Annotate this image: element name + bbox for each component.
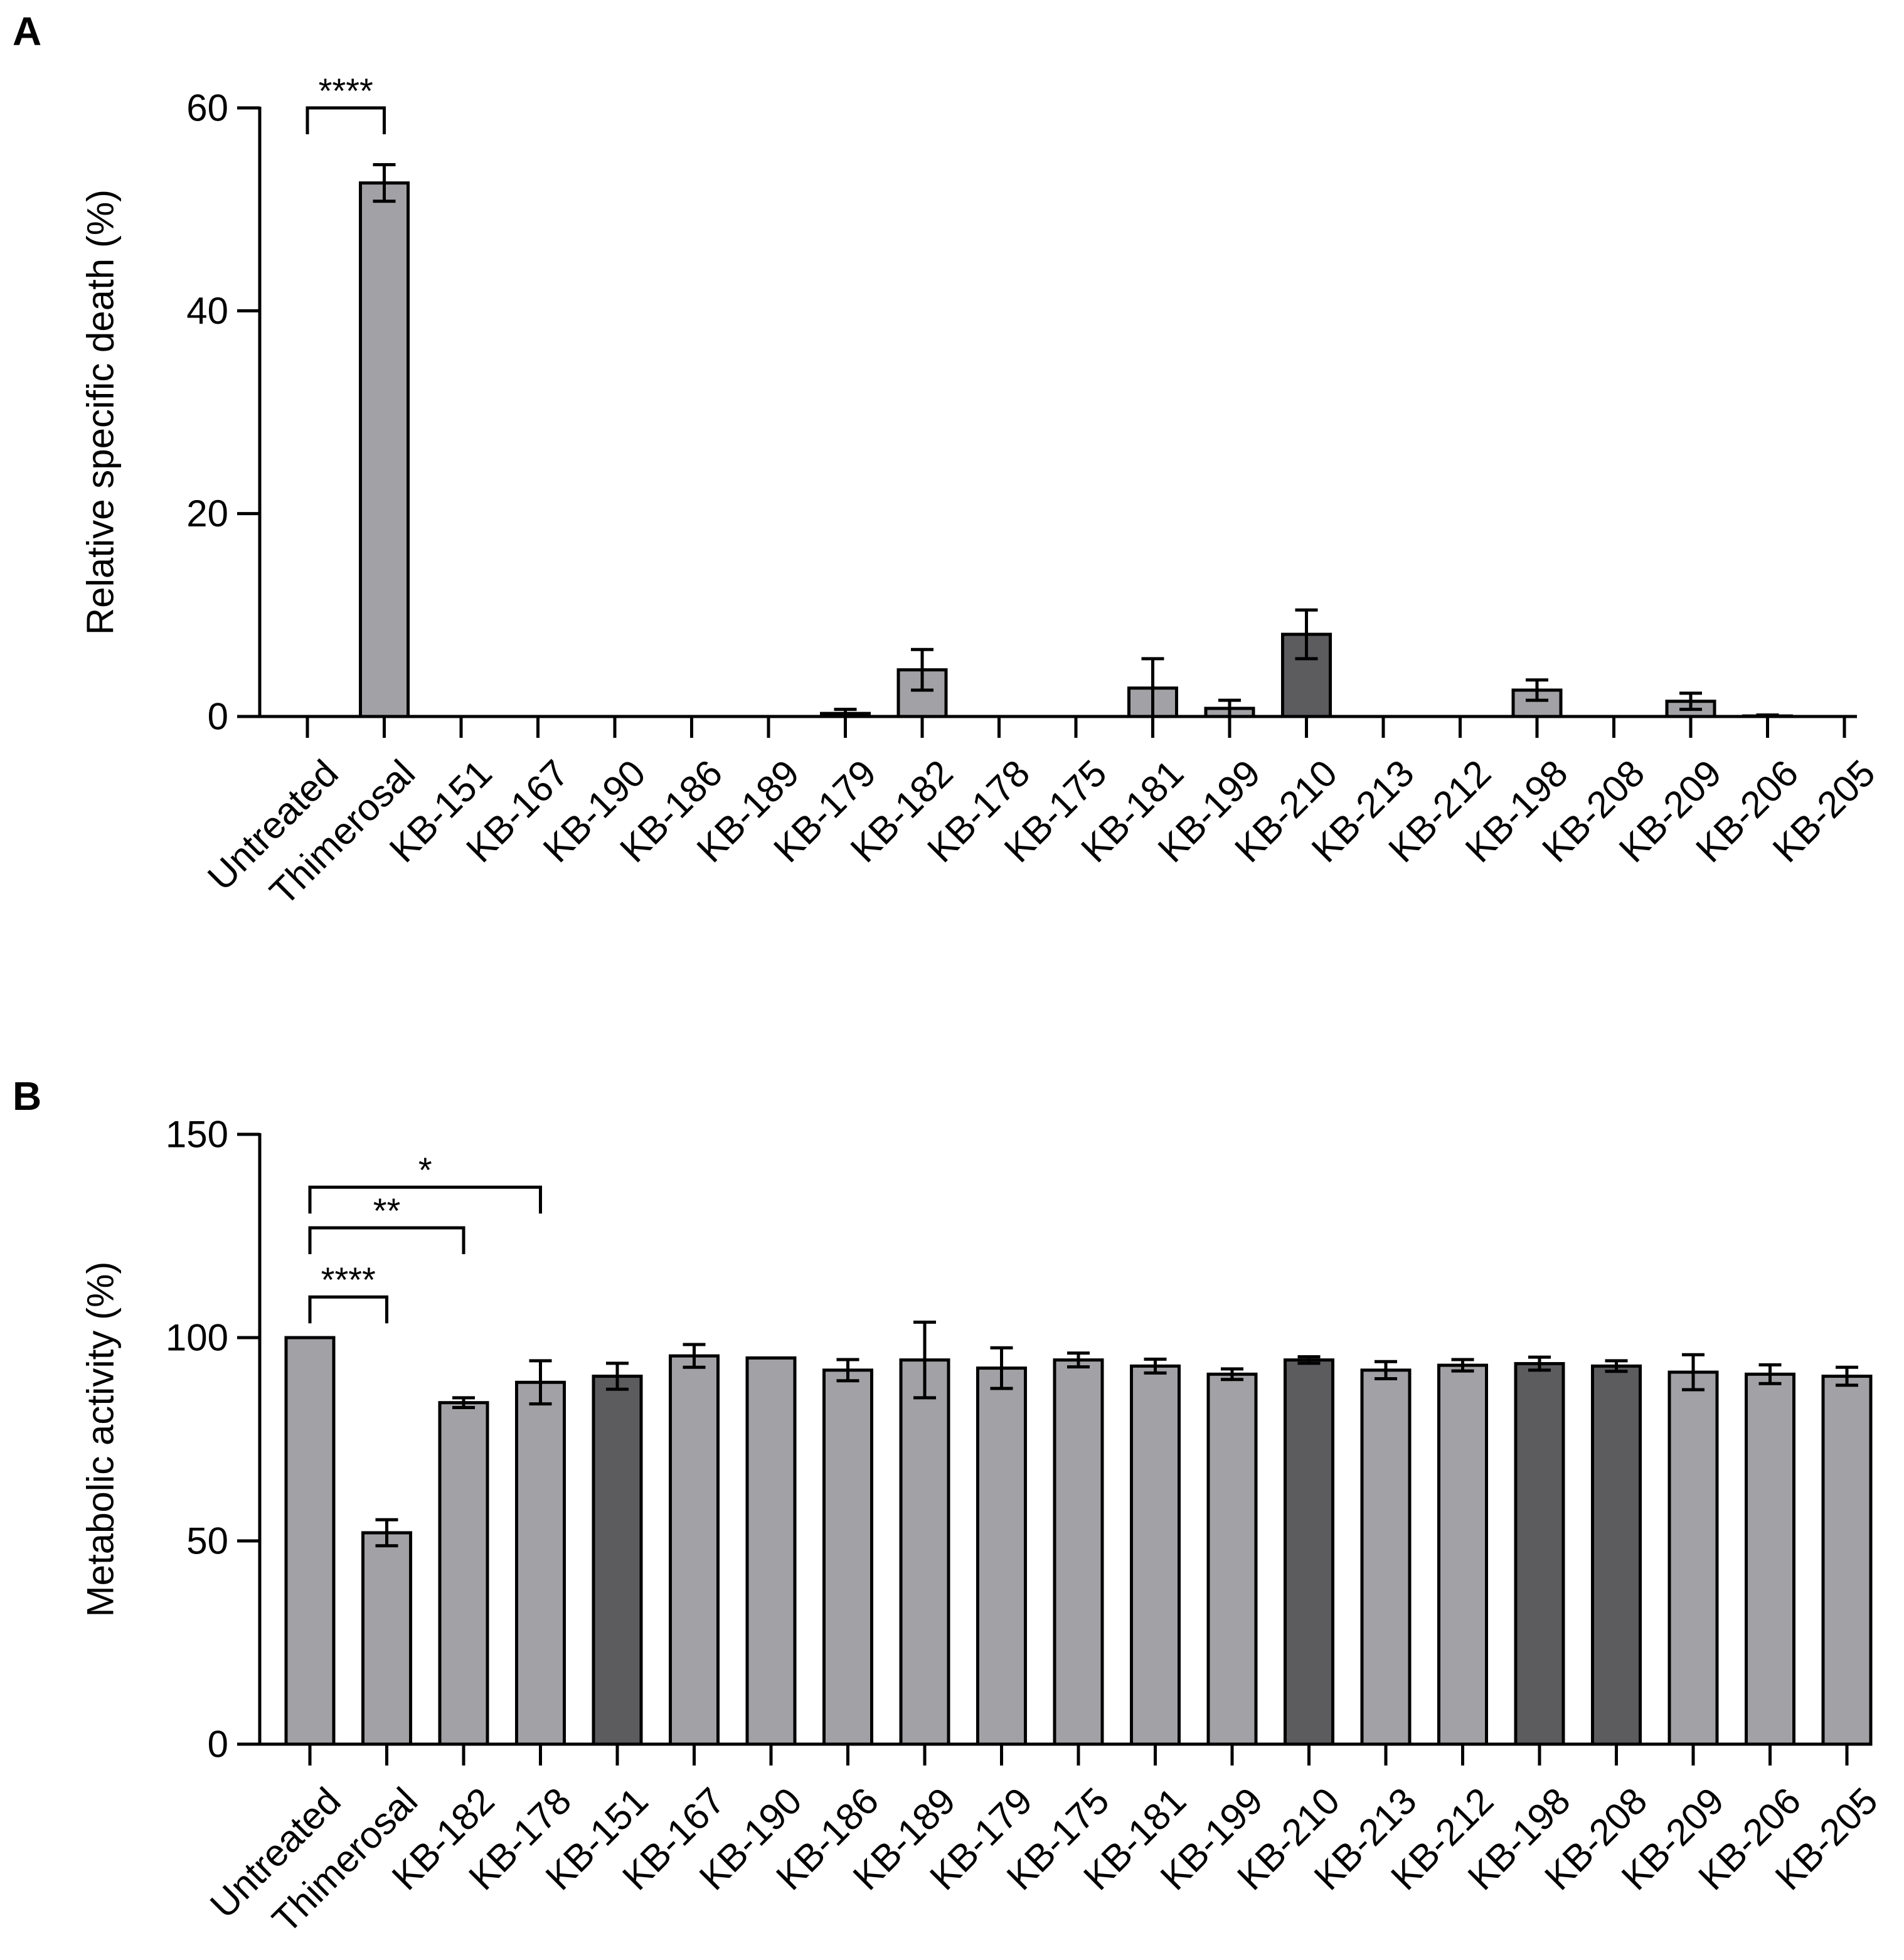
y-tick-label-b-3: 150 xyxy=(166,1114,228,1156)
bar-b-14 xyxy=(1360,1368,1412,1746)
significance-bracket-b-2 xyxy=(308,1185,542,1214)
panel-label-a: A xyxy=(13,9,42,54)
panel-label-b: B xyxy=(13,1073,42,1119)
bar-b-5 xyxy=(669,1354,720,1746)
y-tick-label-b-0: 0 xyxy=(208,1723,228,1766)
bar-b-4 xyxy=(592,1375,643,1746)
y-axis-title-a: Relative specific death (%) xyxy=(80,189,122,635)
y-tick-label-b-2: 100 xyxy=(166,1317,228,1359)
significance-label-b-1: ** xyxy=(373,1191,401,1230)
significance-label-b-2: * xyxy=(418,1150,432,1190)
y-tick-label-b-1: 50 xyxy=(186,1520,228,1562)
bar-b-11 xyxy=(1130,1364,1181,1746)
chart-a: 0204060UntreatedThimerosalKB-151KB-167KB… xyxy=(80,71,1883,913)
bar-b-13 xyxy=(1284,1358,1334,1746)
y-tick-label-a-2: 40 xyxy=(186,290,228,332)
bar-b-15 xyxy=(1437,1363,1488,1746)
chart-b: 050100150UntreatedThimerosalKB-182KB-178… xyxy=(80,1114,1886,1941)
bar-b-18 xyxy=(1667,1370,1719,1746)
bar-b-1 xyxy=(361,1531,412,1746)
bar-b-16 xyxy=(1514,1361,1565,1746)
significance-label-a-0: **** xyxy=(319,71,373,110)
y-tick-label-a-1: 20 xyxy=(186,493,228,535)
bar-b-10 xyxy=(1053,1358,1104,1746)
bar-b-20 xyxy=(1821,1375,1873,1746)
bar-b-9 xyxy=(976,1366,1027,1746)
y-axis-title-b: Metabolic activity (%) xyxy=(80,1262,122,1617)
bar-b-2 xyxy=(438,1401,489,1746)
significance-bracket-b-1 xyxy=(308,1226,465,1255)
y-tick-label-a-3: 60 xyxy=(186,87,228,129)
significance-label-b-0: **** xyxy=(321,1260,376,1299)
bar-b-19 xyxy=(1745,1372,1795,1746)
bar-b-8 xyxy=(899,1358,950,1746)
y-tick-label-a-0: 0 xyxy=(208,696,228,738)
bar-b-17 xyxy=(1591,1364,1642,1746)
bar-b-0 xyxy=(284,1336,336,1746)
bar-b-6 xyxy=(745,1356,797,1746)
bar-b-12 xyxy=(1206,1372,1258,1746)
bar-b-3 xyxy=(515,1380,566,1746)
bar-a-1 xyxy=(359,181,410,718)
bar-b-7 xyxy=(822,1368,873,1746)
significance-bracket-a-0 xyxy=(306,106,386,134)
significance-bracket-b-0 xyxy=(308,1295,388,1324)
